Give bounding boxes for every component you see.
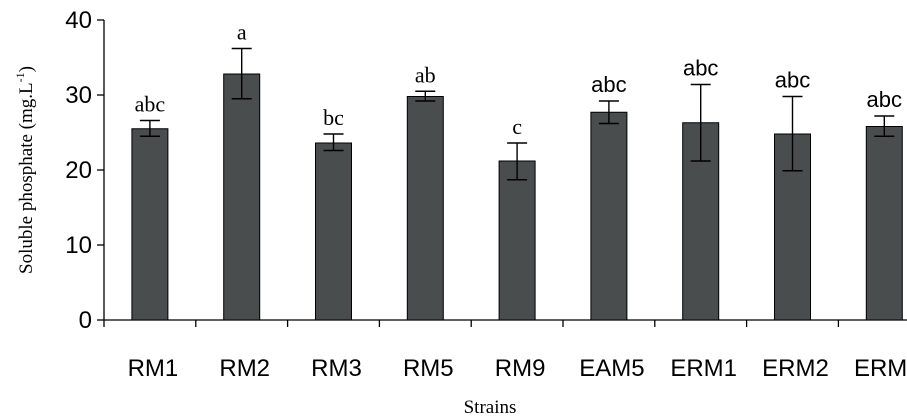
significance-letter: ab [415, 62, 436, 87]
significance-letter: abc [775, 68, 810, 93]
x-tick-label: ERM5 [854, 355, 907, 382]
bar-rm9 [498, 160, 536, 321]
significance-letter: abc [591, 72, 626, 97]
x-tick-label: RM5 [403, 355, 454, 382]
x-tick-label: RM3 [311, 355, 362, 382]
x-tick-label: ERM1 [670, 355, 737, 382]
x-tick-label: RM9 [495, 355, 546, 382]
x-tick-labels: RM1 RM2 RM3 RM5 RM9 EAM5 ERM1 ERM2 ERM5 [128, 355, 907, 382]
y-axis-title: Soluble phosphate (mg.L-1) [13, 66, 37, 274]
x-tick-label: RM1 [128, 355, 179, 382]
bar-rm2 [223, 73, 261, 321]
y-tick-label: 0 [79, 307, 92, 334]
y-tick-label: 10 [65, 232, 92, 259]
x-tick-label: ERM2 [762, 355, 829, 382]
bar-rm1 [131, 128, 169, 321]
bars [131, 73, 903, 321]
y-tick-label: 40 [65, 7, 92, 34]
bar-rm3 [315, 142, 352, 321]
y-axis-title-superscript: -1 [13, 72, 27, 82]
x-tick-label: RM2 [219, 355, 270, 382]
bar-rm5 [406, 96, 444, 321]
x-axis-title: Strains [464, 397, 517, 416]
x-tick-label: EAM5 [579, 355, 644, 382]
y-axis-title-main: Soluble phosphate (mg.L [16, 82, 37, 274]
y-tick-label: 20 [65, 157, 92, 184]
significance-letter: abc [867, 87, 902, 112]
y-axis-title-end: ) [16, 66, 37, 72]
significance-letter: a [237, 20, 247, 45]
bar-eam5 [590, 111, 628, 321]
bar-erm5 [865, 126, 903, 321]
significance-letter: abc [683, 56, 718, 81]
significance-letter: c [512, 114, 522, 139]
significance-letter: abc [135, 92, 166, 117]
error-bars [139, 47, 895, 181]
y-tick-label: 30 [65, 82, 92, 109]
significance-letter: bc [323, 105, 344, 130]
